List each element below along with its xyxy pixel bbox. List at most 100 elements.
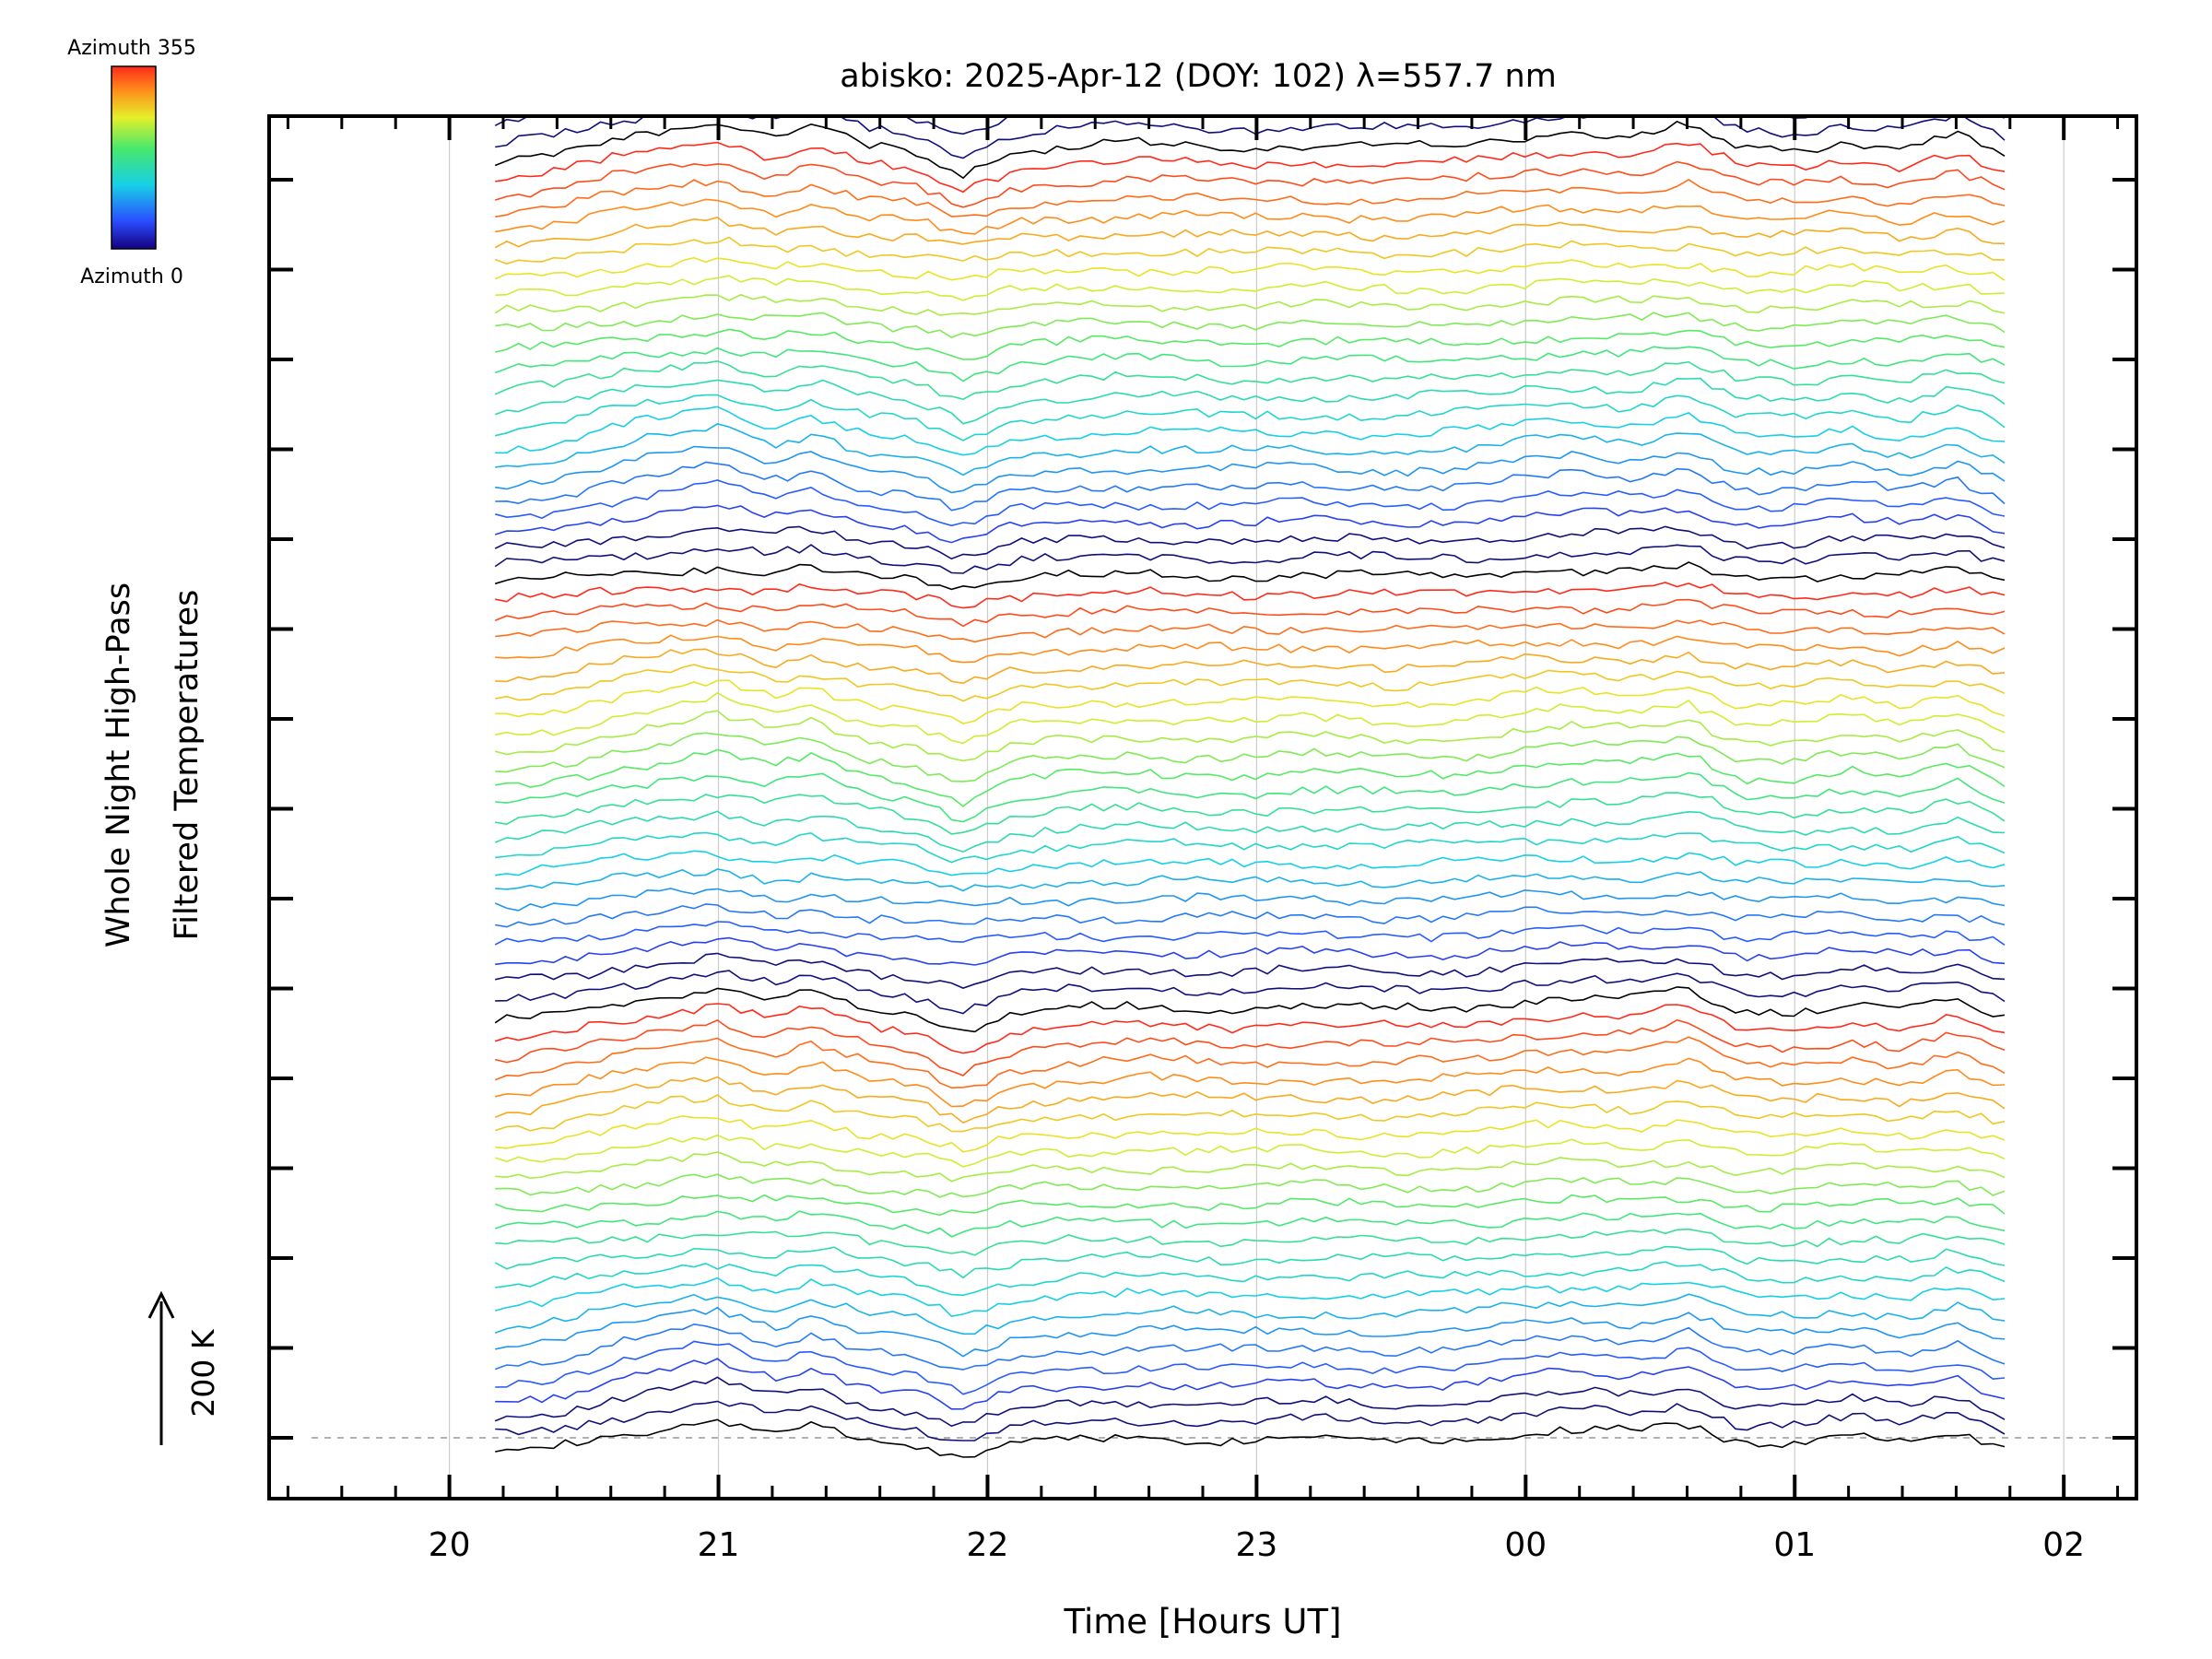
series-line: [495, 1340, 2006, 1395]
series-line: [495, 936, 2006, 966]
series-line: [494, 1376, 2006, 1428]
series-line: [494, 1323, 2006, 1371]
series-lines: [494, 0, 2006, 1458]
x-tick-label: 01: [1773, 1526, 1816, 1564]
series-line: [495, 1400, 2006, 1441]
x-axis-label: Time [Hours UT]: [1063, 1602, 1341, 1641]
series-line: [495, 21, 2005, 49]
series-line: [495, 0, 2005, 12]
series-line: [495, 732, 2006, 782]
series-line: [494, 359, 2006, 401]
series-line: [495, 771, 2006, 823]
series-line: [494, 116, 2006, 135]
x-tick-label: 02: [2042, 1526, 2085, 1564]
series-line: [495, 1306, 2006, 1358]
series-line: [495, 850, 2006, 877]
series-line: [495, 328, 2006, 360]
series-line: [494, 525, 2006, 560]
y-axis-label-line1: Whole Night High-Pass: [100, 582, 137, 947]
series-line: [495, 691, 2006, 745]
plot-frame: [267, 114, 2138, 1500]
series-line: [494, 120, 2006, 180]
series-line: [494, 377, 2006, 425]
series-line: [494, 598, 2006, 628]
series-line: [494, 256, 2006, 281]
series-line: [494, 561, 2006, 591]
azimuth-colorbar: Azimuth 355 Azimuth 0: [67, 37, 196, 288]
series-line: [495, 1418, 2006, 1458]
y-axis-label-line2: Filtered Temperatures: [169, 590, 206, 941]
series-line: [495, 178, 2006, 218]
series-line: [494, 1076, 2006, 1124]
series-line: [495, 952, 2006, 989]
series-line: [495, 1358, 2006, 1410]
series-line: [495, 664, 2006, 702]
series-line: [495, 582, 2006, 609]
series-line: [494, 710, 2006, 762]
series-line: [495, 1056, 2006, 1108]
colorbar-bottom-label: Azimuth 0: [80, 265, 183, 288]
series-line: [495, 1228, 2006, 1256]
series-line: [494, 1003, 2006, 1054]
series-line: [494, 293, 2006, 316]
series-line: [494, 1277, 2006, 1318]
series-line: [494, 236, 2005, 265]
series-line: [495, 748, 2006, 807]
x-tick-label: 21: [698, 1526, 740, 1564]
colorbar-gradient: [111, 65, 157, 250]
series-line: [494, 160, 2006, 208]
series-line: [495, 618, 2006, 643]
scale-indicator: 200 K: [147, 1290, 221, 1445]
series-line: [495, 634, 2006, 664]
series-line: [494, 1245, 2006, 1279]
series-line: [495, 970, 2006, 1015]
series-line: [495, 903, 2006, 928]
series-line: [495, 648, 2006, 685]
chart-title: abisko: 2025-Apr-12 (DOY: 102) λ=557.7 n…: [840, 58, 1557, 95]
series-line: [494, 1210, 2006, 1238]
scale-label: 200 K: [185, 1328, 221, 1417]
series-line: [495, 312, 2006, 339]
series-line: [494, 888, 2006, 912]
series-line: [494, 217, 2006, 249]
series-line: [495, 141, 2006, 194]
x-tick-label: 20: [429, 1526, 471, 1564]
series-line: [495, 1173, 2006, 1198]
series-line: [494, 1094, 2006, 1133]
series-line: [494, 1134, 2006, 1168]
series-line: [494, 346, 2006, 382]
series-line: [494, 544, 2006, 574]
series-line: [494, 1194, 2006, 1217]
series-line: [494, 1036, 2006, 1089]
x-tick-label: 22: [967, 1526, 1009, 1564]
series-line: [495, 275, 2006, 301]
series-line: [494, 504, 2006, 544]
series-line: [494, 479, 2006, 527]
series-line: [495, 394, 2006, 441]
x-tick-label: 23: [1235, 1526, 1277, 1564]
series-line: [495, 1151, 2006, 1182]
series-line: [495, 1115, 2006, 1153]
series-line: [494, 986, 2006, 1033]
series-line: [495, 445, 2006, 494]
series-line: [494, 810, 2006, 853]
series-line: [495, 679, 2006, 724]
series-line: [495, 792, 2006, 835]
series-line: [495, 198, 2006, 235]
series-line: [495, 423, 2006, 477]
series-line: [495, 1018, 2006, 1077]
series-line: [495, 461, 2006, 512]
colorbar-top-label: Azimuth 355: [67, 37, 196, 60]
scale-arrow-head: [147, 1290, 175, 1319]
series-line: [494, 921, 2006, 946]
axis-ticks: [269, 116, 2136, 1499]
series-line: [495, 868, 2006, 892]
series-line: [495, 7, 2005, 30]
series-line: [494, 1293, 2006, 1335]
series-line: [495, 1261, 2006, 1297]
x-tick-labels: 20 21 22 23 00 01 02: [429, 1526, 2085, 1564]
series-line: [495, 406, 2006, 456]
x-tick-label: 00: [1504, 1526, 1547, 1564]
series-line: [495, 831, 2006, 864]
